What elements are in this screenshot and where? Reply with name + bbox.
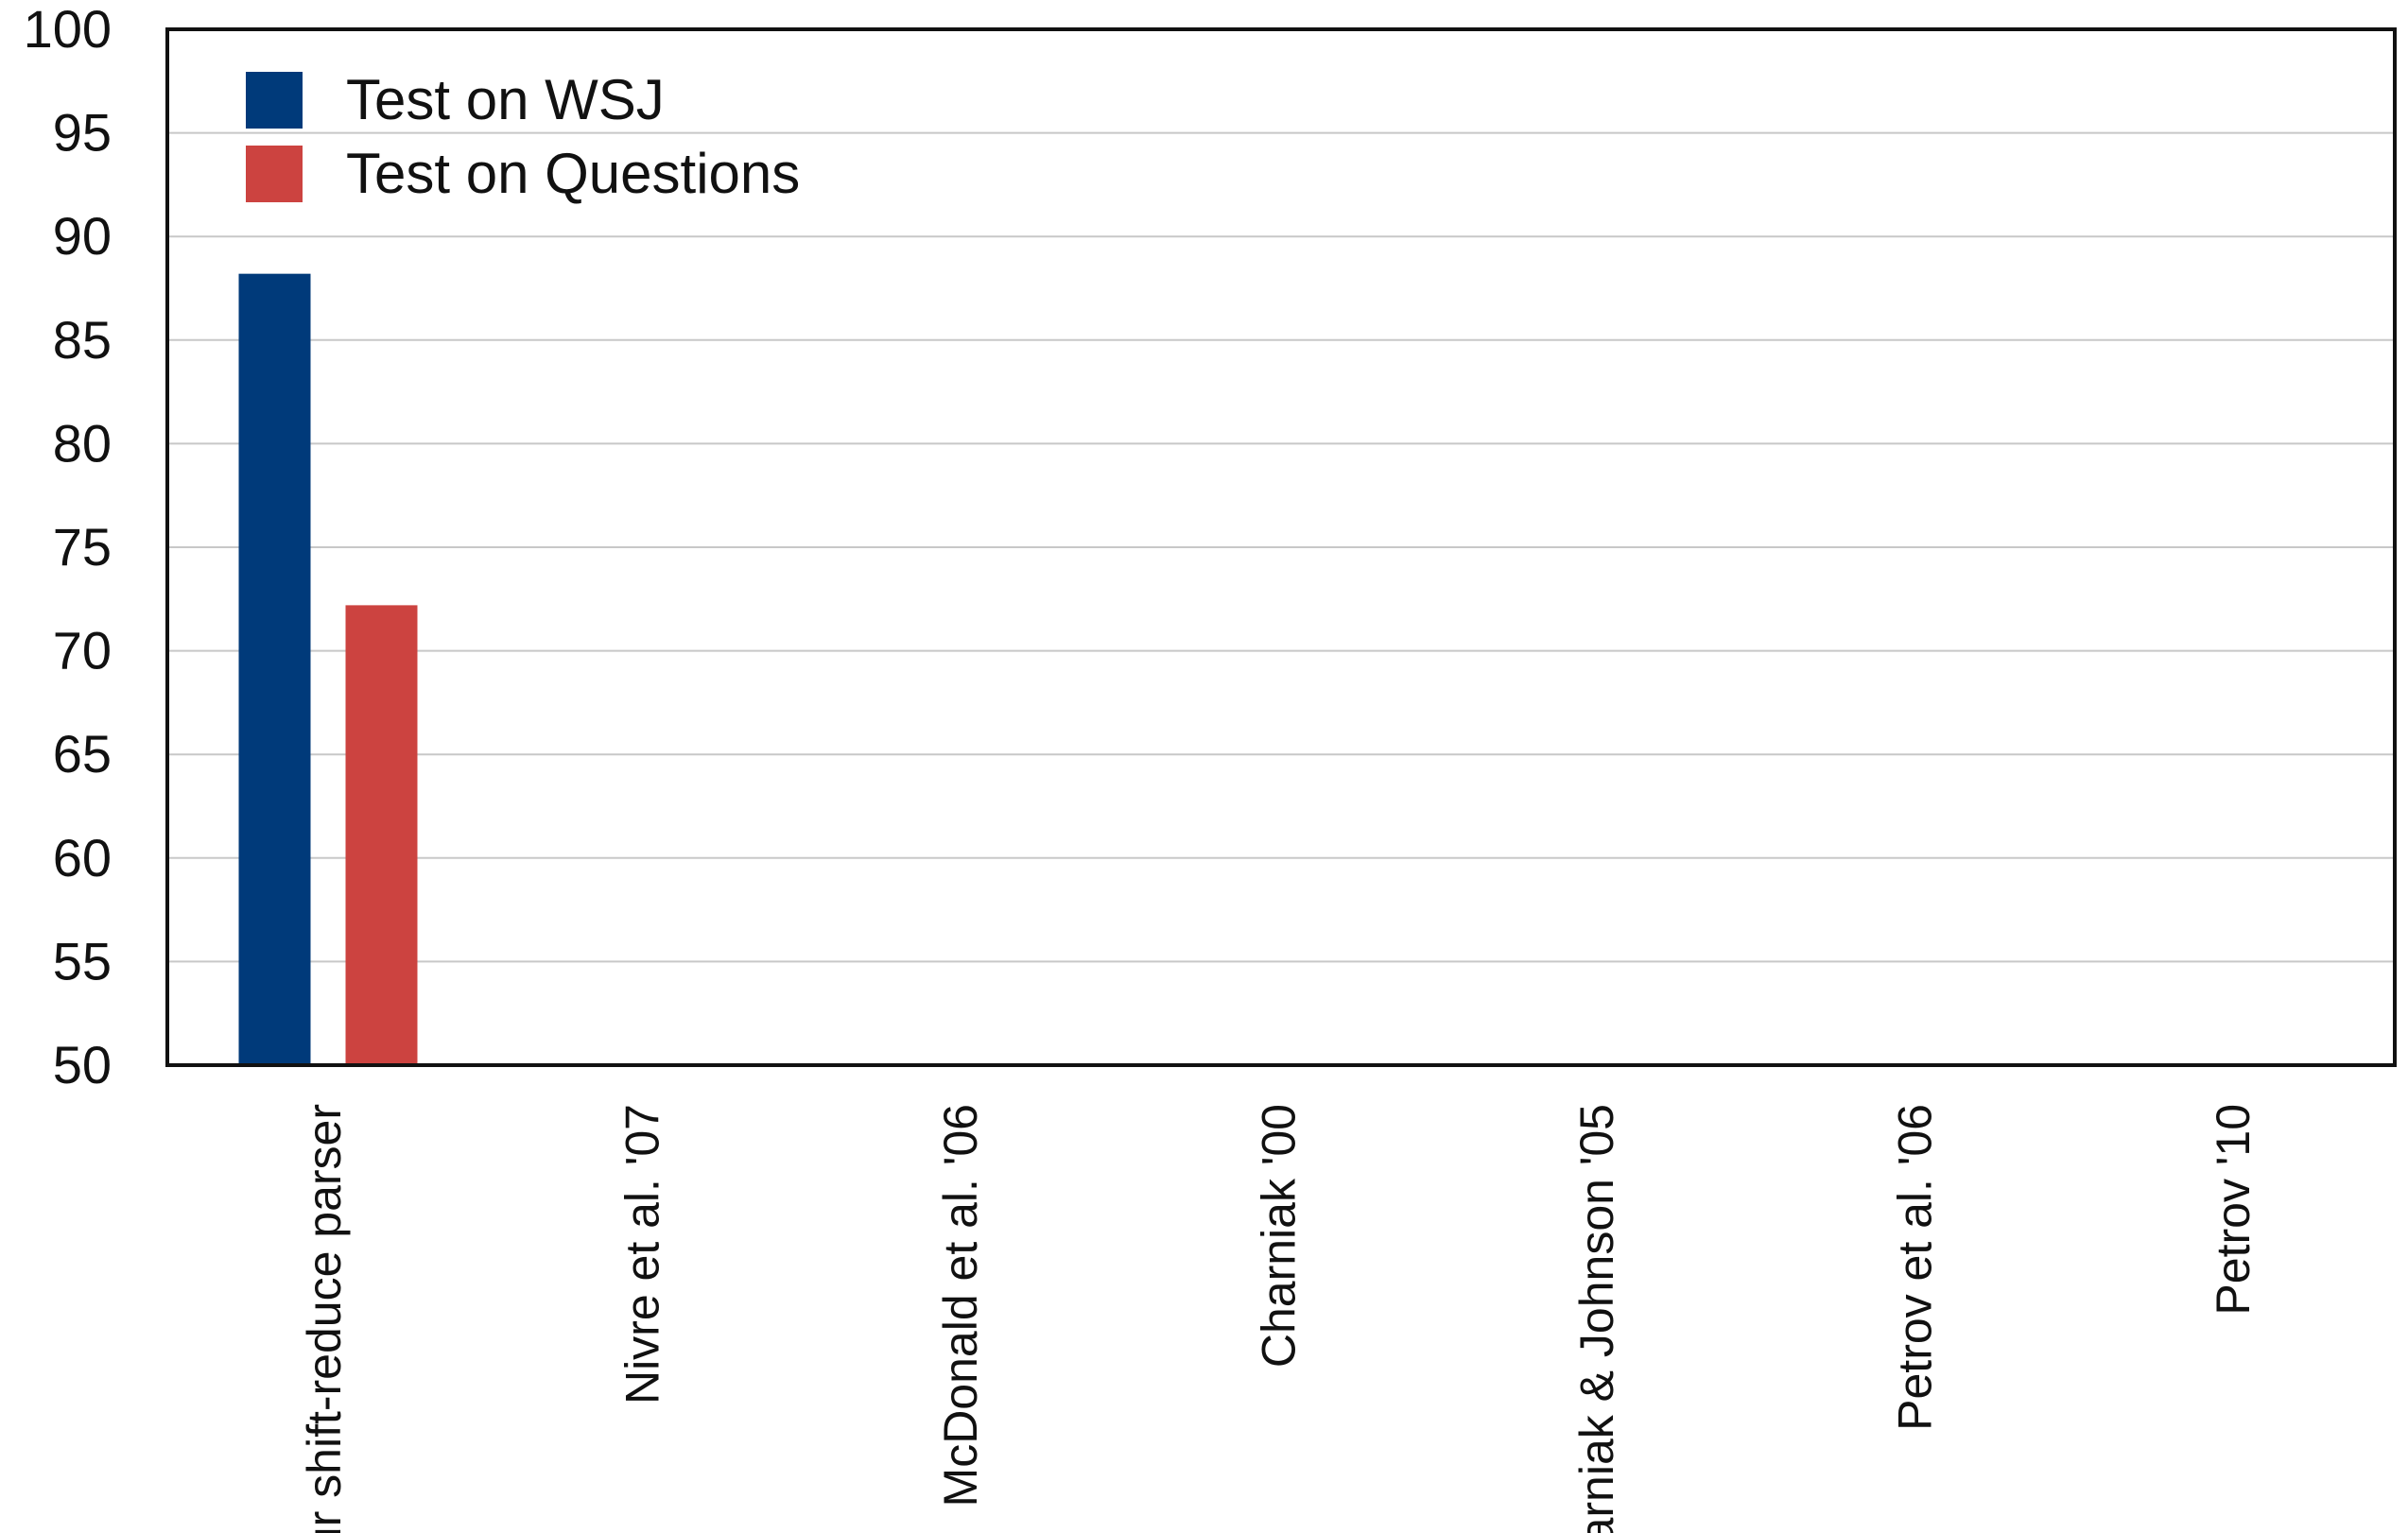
bar (345, 605, 418, 1065)
y-tick-label: 70 (53, 621, 112, 680)
x-tick-label: Petrov '10 (2207, 1104, 2260, 1316)
y-tick-label: 95 (53, 103, 112, 163)
x-tick-label: McDonald et al. '06 (934, 1104, 987, 1507)
y-axis-ticks: 50 55 60 65 70 75 80 85 90 95 100 (24, 0, 112, 1094)
y-tick-label: 100 (24, 0, 112, 59)
legend-label: Test on WSJ (346, 68, 665, 131)
legend: Test on WSJ Test on Questions (246, 68, 800, 205)
x-tick-label: Charniak & Johnson '05 (1570, 1104, 1623, 1533)
y-tick-label: 60 (53, 828, 112, 887)
legend-swatch (246, 146, 303, 202)
bar (238, 273, 311, 1065)
plot-frame (165, 27, 2397, 1067)
bars (238, 273, 418, 1065)
y-tick-label: 65 (53, 724, 112, 784)
x-tick-label: Charniak '00 (1253, 1104, 1306, 1368)
y-tick-label: 50 (53, 1035, 112, 1094)
x-axis-ticks: Our shift-reduce parser Nivre et al. '07 M… (298, 1104, 2260, 1533)
x-tick-label: Our shift-reduce parser (298, 1104, 351, 1533)
gridlines (167, 131, 2395, 963)
y-tick-label: 55 (53, 931, 112, 990)
y-tick-label: 90 (53, 206, 112, 266)
legend-swatch (246, 72, 303, 129)
y-tick-label: 80 (53, 413, 112, 473)
x-tick-label: Petrov et al. '06 (1889, 1104, 1942, 1431)
y-tick-label: 75 (53, 517, 112, 577)
x-tick-label: Nivre et al. '07 (616, 1104, 669, 1404)
y-tick-label: 85 (53, 310, 112, 370)
legend-label: Test on Questions (346, 142, 800, 205)
